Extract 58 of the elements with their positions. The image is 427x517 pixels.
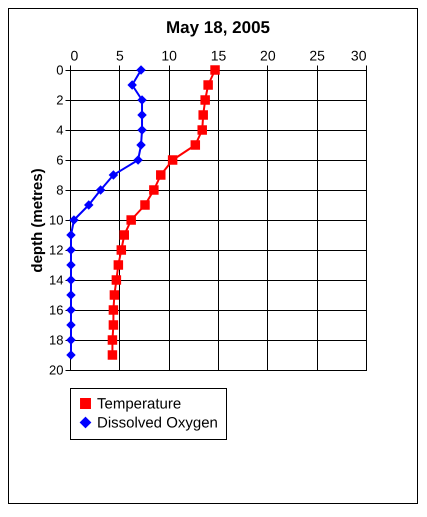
y-tick-label: 0 [56,62,64,78]
point [96,185,106,195]
point [66,260,76,270]
y-tick-label: 18 [49,332,64,348]
point [136,65,146,75]
x-tick-label: 15 [210,48,226,64]
y-tick-label: 2 [56,92,64,108]
y-tick-label: 16 [49,302,64,318]
point [203,80,213,90]
point [108,320,118,330]
point [133,155,143,165]
y-tick-label: 4 [56,122,64,138]
y-tick-label: 8 [56,182,64,198]
x-tick-label: 0 [70,48,78,64]
point [66,290,76,300]
y-tick-label: 6 [56,152,64,168]
point [69,215,79,225]
point [108,305,118,315]
legend-label: Temperature [97,396,182,412]
y-tick-label: 12 [49,242,64,258]
point [210,65,220,75]
y-axis-title: depth (metres) [29,168,46,273]
point [198,110,208,120]
y-tick-label: 10 [49,212,64,228]
point [127,80,137,90]
point [137,95,147,105]
point [190,140,200,150]
point [168,155,178,165]
point [137,110,147,120]
point [108,350,118,360]
point [108,335,118,345]
point [140,200,150,210]
x-tick-label: 5 [116,48,124,64]
point [84,200,94,210]
point [112,275,122,285]
point [149,185,159,195]
point [66,230,76,240]
point [116,245,126,255]
y-tick-label: 20 [49,362,64,378]
point [137,125,147,135]
x-tick-label: 20 [260,48,276,64]
point [66,320,76,330]
point [136,140,146,150]
point [156,170,166,180]
chart-title: May 18, 2005 [166,18,270,37]
point [200,95,210,105]
point [126,215,136,225]
point [120,230,130,240]
point [110,290,120,300]
point [108,170,118,180]
point [114,260,124,270]
point [197,125,207,135]
x-tick-label: 10 [161,48,178,64]
x-tick-label: 30 [350,48,367,64]
legend-label: Dissolved Oxygen [97,414,218,432]
x-tick-label: 25 [309,48,326,64]
point [66,350,76,360]
y-tick-label: 14 [49,272,64,288]
